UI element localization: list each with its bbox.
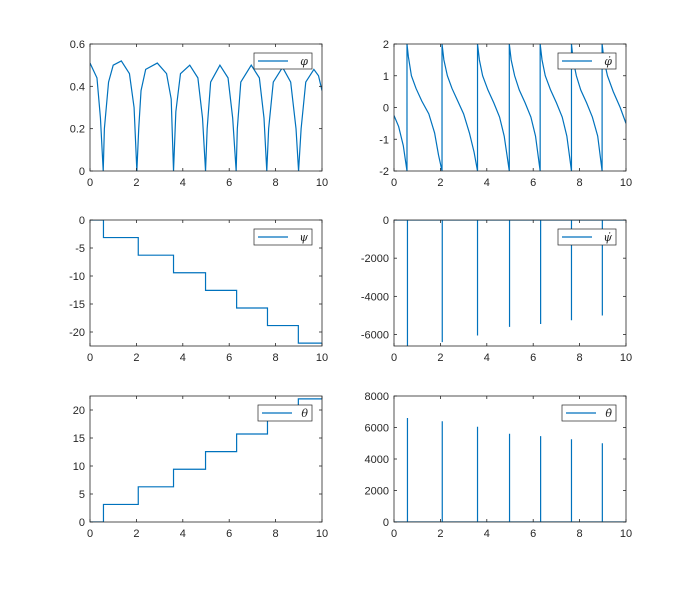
y-tick-label: 0 bbox=[383, 215, 389, 227]
x-tick-label: 2 bbox=[437, 352, 443, 364]
x-tick-label: 0 bbox=[391, 177, 397, 189]
y-tick-label: -2000 bbox=[361, 253, 389, 265]
subplot-theta: 0 2 4 6 8 10 0 5 10 15 20 θ bbox=[73, 395, 328, 540]
subplot-theta_dot: 0 2 4 6 8 10 0 2000 4000 6000 8000 θ̇ bbox=[365, 391, 633, 540]
y-tick-label: -1 bbox=[379, 134, 389, 146]
x-tick-label: 10 bbox=[620, 352, 632, 364]
y-tick-label: 0 bbox=[79, 166, 85, 178]
y-tick-label: 1 bbox=[383, 71, 389, 83]
data-line bbox=[90, 220, 322, 344]
x-tick-label: 6 bbox=[530, 352, 536, 364]
x-tick-label: 2 bbox=[437, 528, 443, 540]
legend-label: φ bbox=[300, 55, 308, 68]
x-tick-label: 6 bbox=[226, 177, 232, 189]
y-tick-label: -4000 bbox=[361, 291, 389, 303]
x-tick-label: 2 bbox=[133, 177, 139, 189]
y-tick-label: 0.2 bbox=[70, 124, 85, 136]
legend: φ̇ bbox=[557, 52, 617, 70]
x-tick-label: 0 bbox=[87, 528, 93, 540]
x-tick-label: 2 bbox=[437, 177, 443, 189]
y-tick-label: 8000 bbox=[365, 391, 389, 403]
x-tick-label: 10 bbox=[316, 177, 328, 189]
y-tick-label: 10 bbox=[73, 461, 85, 473]
axes-box bbox=[89, 43, 323, 172]
legend-label: θ̇ bbox=[605, 407, 612, 420]
y-tick-label: -5 bbox=[75, 243, 85, 255]
x-tick-label: 8 bbox=[577, 528, 583, 540]
legend-label: θ bbox=[301, 407, 308, 420]
y-tick-label: 2000 bbox=[365, 486, 389, 498]
x-tick-label: 0 bbox=[391, 352, 397, 364]
y-tick-label: 4000 bbox=[365, 454, 389, 466]
x-tick-label: 0 bbox=[391, 528, 397, 540]
subplot-psi_dot: 0 2 4 6 8 10 -6000 -4000 -2000 0 ψ̇ bbox=[361, 215, 632, 364]
data-line bbox=[394, 220, 626, 346]
legend-label: ψ bbox=[299, 231, 308, 244]
axes-box bbox=[89, 219, 323, 347]
y-tick-label: -10 bbox=[69, 271, 85, 283]
y-tick-label: 0 bbox=[79, 517, 85, 529]
x-tick-label: 8 bbox=[273, 528, 279, 540]
y-tick-label: -20 bbox=[69, 327, 85, 339]
y-tick-label: 0 bbox=[383, 103, 389, 115]
y-tick-label: -6000 bbox=[361, 330, 389, 342]
data-line bbox=[394, 418, 626, 522]
x-tick-label: 6 bbox=[226, 528, 232, 540]
y-tick-label: 0 bbox=[79, 215, 85, 227]
y-tick-label: 2 bbox=[383, 39, 389, 51]
x-tick-label: 8 bbox=[577, 352, 583, 364]
x-tick-label: 6 bbox=[530, 528, 536, 540]
x-tick-label: 6 bbox=[530, 177, 536, 189]
axes-box bbox=[89, 395, 323, 523]
data-line bbox=[90, 60, 322, 171]
x-tick-label: 4 bbox=[484, 352, 490, 364]
y-tick-label: 0 bbox=[383, 517, 389, 529]
x-tick-label: 10 bbox=[316, 352, 328, 364]
subplot-phi: 0 2 4 6 8 10 0 0.2 0.4 0.6 φ bbox=[70, 39, 328, 189]
legend: ψ bbox=[253, 228, 313, 246]
x-tick-label: 0 bbox=[87, 352, 93, 364]
x-tick-label: 6 bbox=[226, 352, 232, 364]
x-tick-label: 8 bbox=[273, 352, 279, 364]
x-tick-label: 2 bbox=[133, 352, 139, 364]
y-tick-label: -15 bbox=[69, 299, 85, 311]
x-tick-label: 4 bbox=[180, 528, 186, 540]
x-tick-label: 8 bbox=[577, 177, 583, 189]
legend: θ̇ bbox=[561, 404, 617, 422]
y-tick-label: 0.4 bbox=[70, 81, 85, 93]
legend: φ bbox=[253, 52, 313, 70]
x-tick-label: 8 bbox=[273, 177, 279, 189]
x-tick-label: 10 bbox=[620, 177, 632, 189]
legend-label: φ̇ bbox=[604, 55, 612, 68]
x-tick-label: 4 bbox=[180, 177, 186, 189]
y-tick-label: 20 bbox=[73, 405, 85, 417]
legend: ψ̇ bbox=[557, 228, 617, 246]
data-line bbox=[394, 44, 626, 171]
x-tick-label: 2 bbox=[133, 528, 139, 540]
x-tick-label: 4 bbox=[180, 352, 186, 364]
x-tick-label: 4 bbox=[484, 528, 490, 540]
y-tick-label: 5 bbox=[79, 489, 85, 501]
legend-label: ψ̇ bbox=[603, 231, 612, 244]
x-tick-label: 4 bbox=[484, 177, 490, 189]
y-tick-label: 0.6 bbox=[70, 39, 85, 51]
legend: θ bbox=[257, 404, 313, 422]
y-tick-label: 6000 bbox=[365, 423, 389, 435]
y-tick-label: -2 bbox=[379, 166, 389, 178]
x-tick-label: 10 bbox=[620, 528, 632, 540]
subplot-phi_dot: 0 2 4 6 8 10 -2 -1 0 1 2 φ̇ bbox=[379, 39, 632, 189]
subplot-psi: 0 2 4 6 8 10 -20 -15 -10 -5 0 ψ bbox=[69, 215, 328, 364]
x-tick-label: 10 bbox=[316, 528, 328, 540]
y-tick-label: 15 bbox=[73, 433, 85, 445]
x-tick-label: 0 bbox=[87, 177, 93, 189]
axes-box bbox=[393, 219, 627, 347]
